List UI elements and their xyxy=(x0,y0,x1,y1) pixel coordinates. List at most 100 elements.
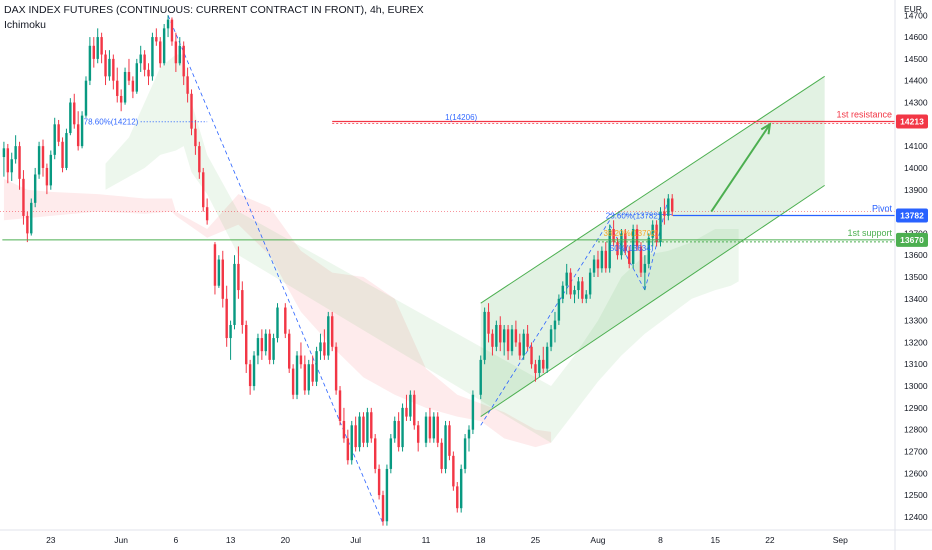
x-tick-label: Aug xyxy=(590,535,605,545)
indicator-name: Ichimoku xyxy=(4,19,47,31)
candle-body xyxy=(147,69,150,77)
candle-body xyxy=(61,141,64,168)
candle-body xyxy=(159,41,162,64)
candle-body xyxy=(581,281,584,299)
candle-body xyxy=(561,285,565,299)
candle-body xyxy=(205,207,209,221)
candle-body xyxy=(573,290,576,295)
candle-body xyxy=(585,294,588,299)
candle-body xyxy=(624,233,627,251)
candle-body xyxy=(483,311,486,360)
candle-body xyxy=(448,425,451,456)
candle-body xyxy=(2,148,6,158)
candle-body xyxy=(428,416,432,439)
candle-body xyxy=(143,54,146,70)
candle-body xyxy=(217,259,221,286)
candle-body xyxy=(389,438,393,469)
candle-body xyxy=(57,124,60,142)
candlestick-series xyxy=(2,15,674,526)
symbol-title: DAX INDEX FUTURES (CONTINUOUS: CURRENT C… xyxy=(4,4,424,16)
candle-body xyxy=(499,324,502,343)
price-tag-bg xyxy=(896,208,928,223)
candle-body xyxy=(377,468,381,496)
x-tick-label: Jul xyxy=(350,535,361,545)
candle-body xyxy=(659,211,662,243)
candle-body xyxy=(151,37,154,77)
x-tick-label: 6 xyxy=(174,535,179,545)
y-tick-label: 14600 xyxy=(904,32,928,42)
candle-body xyxy=(471,394,475,430)
candle-body xyxy=(248,364,252,387)
candle-body xyxy=(354,425,357,448)
fib-level-label: 50%(13634) xyxy=(610,244,654,253)
y-tick-label: 12400 xyxy=(904,512,928,522)
y-tick-label: 14400 xyxy=(904,76,928,86)
candle-body xyxy=(213,244,217,286)
candle-body xyxy=(135,63,139,92)
candle-body xyxy=(545,346,549,369)
candle-body xyxy=(557,298,561,321)
candle-body xyxy=(467,429,471,439)
candle-body xyxy=(272,338,275,360)
candle-body xyxy=(155,37,158,42)
y-tick-label: 13400 xyxy=(904,294,928,304)
candle-body xyxy=(424,416,428,443)
time-axis[interactable]: 23 Jun 6 13 20 Jul 11 18 25 Aug 8 15 22 Sep xyxy=(0,529,932,545)
candle-body xyxy=(182,45,185,77)
y-tick-label: 12700 xyxy=(904,446,928,456)
candle-body xyxy=(104,54,107,77)
candle-body xyxy=(569,272,572,295)
candle-body xyxy=(88,45,92,81)
candle-body xyxy=(166,19,170,29)
y-tick-label: 12800 xyxy=(904,425,928,435)
candle-body xyxy=(620,233,623,256)
candle-body xyxy=(518,342,522,356)
candle-body xyxy=(612,229,615,243)
candle-body xyxy=(323,342,326,356)
candle-body xyxy=(241,290,244,325)
y-tick-label: 14100 xyxy=(904,141,928,151)
candle-body xyxy=(96,37,99,59)
candle-body xyxy=(647,237,650,264)
price-axis[interactable]: EUR 147001460014500144001430014200141001… xyxy=(894,0,928,550)
candle-body xyxy=(284,307,287,334)
candle-body xyxy=(229,324,232,339)
candle-body xyxy=(162,28,166,64)
candle-body xyxy=(311,364,314,382)
candle-body xyxy=(534,364,537,373)
candle-body xyxy=(596,259,600,269)
candle-body xyxy=(506,329,510,352)
candle-body xyxy=(225,298,228,339)
candle-body xyxy=(667,198,670,216)
candle-body xyxy=(119,95,123,103)
candle-body xyxy=(373,438,377,469)
chart-header: DAX INDEX FUTURES (CONTINUOUS: CURRENT C… xyxy=(4,4,424,32)
y-tick-label: 14000 xyxy=(904,163,928,173)
candle-body xyxy=(299,355,303,365)
y-tick-label: 14300 xyxy=(904,98,928,108)
y-tick-label: 12900 xyxy=(904,403,928,413)
candle-body xyxy=(381,495,385,522)
candle-body xyxy=(342,420,346,439)
price-tags: 14213 13782 13670 xyxy=(896,114,928,247)
candle-body xyxy=(350,425,353,461)
candle-body xyxy=(452,455,455,487)
candle-body xyxy=(276,307,279,339)
price-tag-text: 13670 xyxy=(900,235,924,245)
candle-body xyxy=(502,329,506,343)
candle-body xyxy=(405,407,408,417)
candle-body xyxy=(76,124,80,147)
candle-body xyxy=(139,54,142,64)
x-tick-label: Sep xyxy=(833,535,848,545)
fib-retracement-diagonal xyxy=(167,15,384,524)
candle-body xyxy=(45,167,49,186)
candle-body xyxy=(65,133,68,168)
candle-body xyxy=(530,346,533,365)
x-tick-label: 25 xyxy=(531,535,541,545)
level-label: 1st resistance xyxy=(836,109,892,119)
candle-body xyxy=(553,320,557,330)
candle-body xyxy=(432,416,436,439)
candle-body xyxy=(526,333,529,347)
y-tick-label: 13300 xyxy=(904,316,928,326)
